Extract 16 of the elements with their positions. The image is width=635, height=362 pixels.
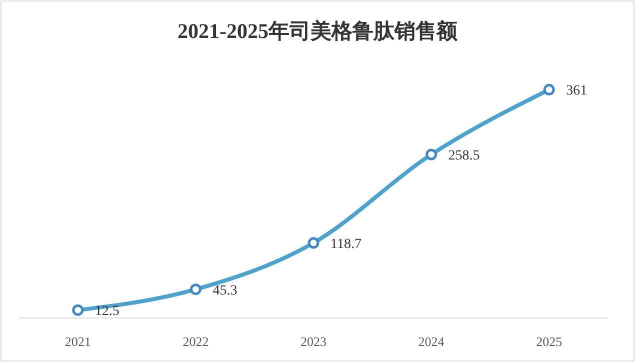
point: [543, 84, 555, 96]
x-tick-label: 2025: [536, 334, 562, 349]
data-label: 12.5: [94, 304, 120, 320]
point: [190, 284, 202, 296]
data-label: 361: [566, 84, 588, 99]
point: [308, 237, 320, 249]
x-tick-label: 2021: [64, 334, 91, 349]
data-label: 118.7: [330, 236, 362, 252]
x-tick-label: 2023: [300, 334, 326, 349]
data-label: 45.3: [212, 283, 238, 298]
x-tick-label: 2022: [182, 334, 209, 349]
x-tick-label: 2024: [418, 334, 445, 349]
point: [72, 304, 84, 316]
data-label: 258.5: [448, 148, 480, 164]
chart-title: 2021-2025年司美格鲁肽销售额: [178, 19, 458, 43]
point: [426, 148, 438, 160]
